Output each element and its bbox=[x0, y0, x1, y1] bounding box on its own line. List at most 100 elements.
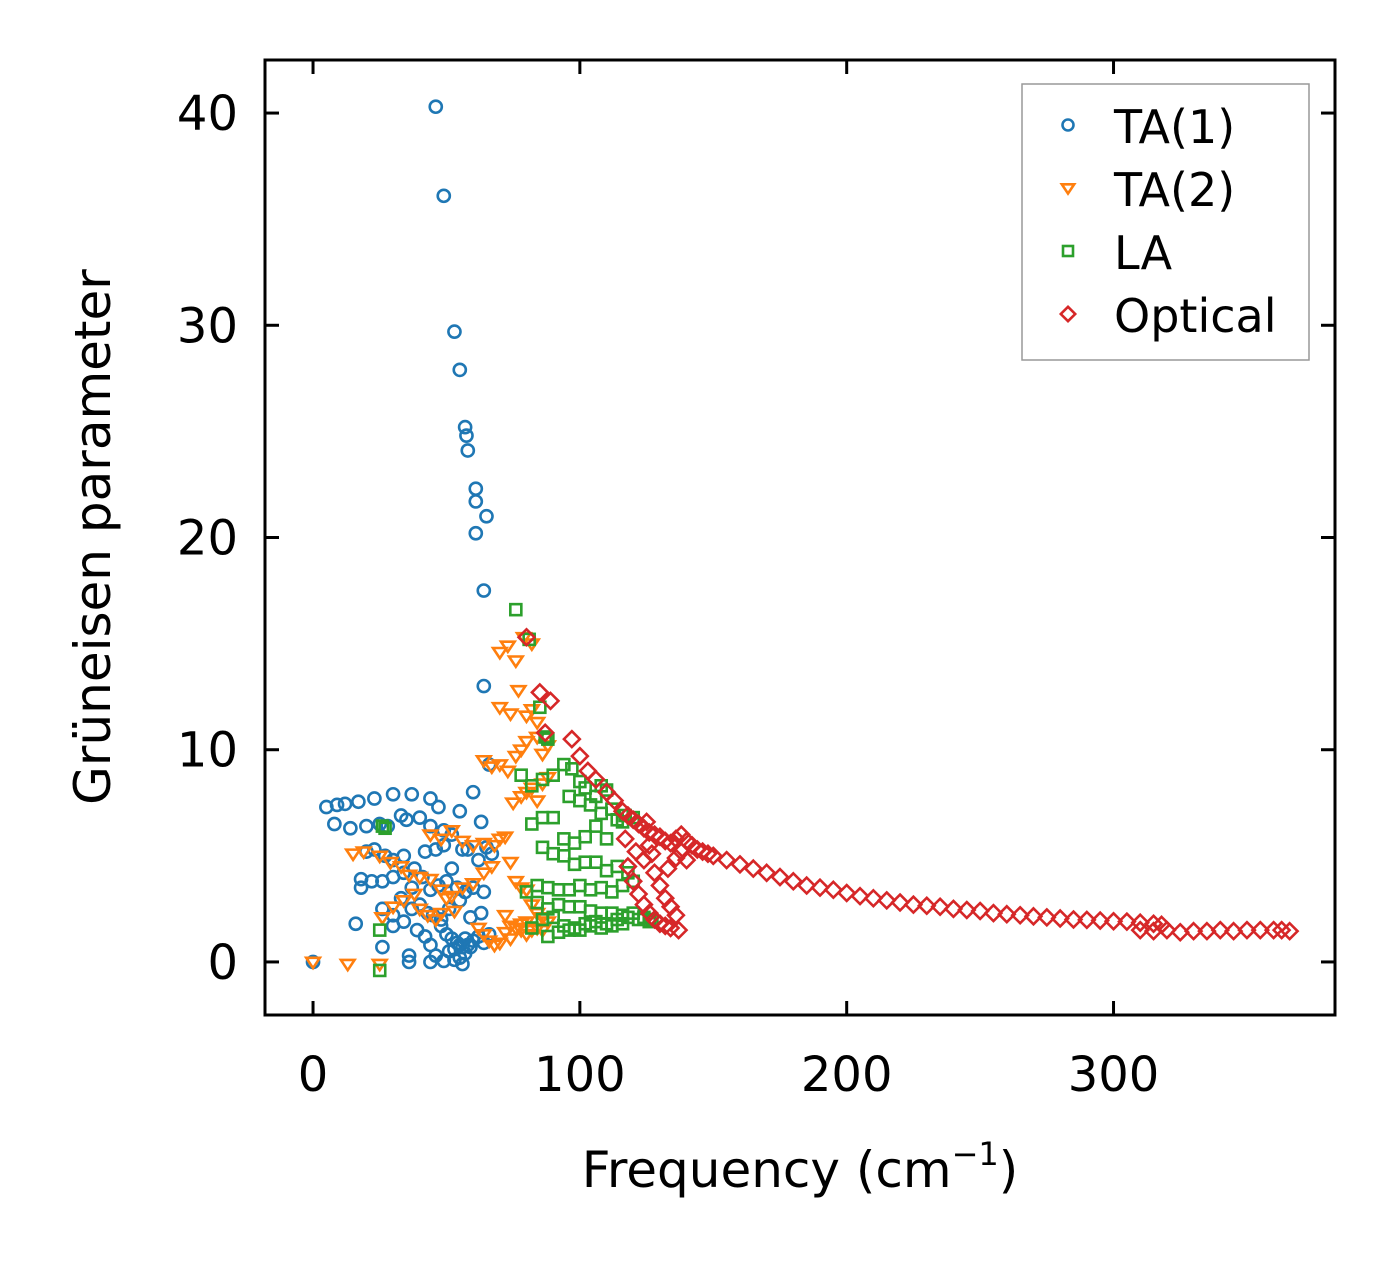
point-ta1 bbox=[457, 419, 473, 435]
point-ta1 bbox=[468, 525, 484, 541]
point-optical bbox=[570, 746, 590, 766]
point-optical bbox=[876, 890, 897, 911]
point-optical bbox=[703, 846, 724, 866]
legend-label: Optical bbox=[1114, 289, 1276, 343]
point-optical bbox=[1103, 911, 1124, 931]
point-ta2 bbox=[463, 878, 483, 892]
point-ta2 bbox=[495, 831, 515, 846]
point-optical bbox=[623, 871, 643, 892]
point-la bbox=[525, 921, 539, 935]
legend-marker-optical bbox=[1058, 304, 1078, 324]
point-ta1 bbox=[337, 796, 353, 812]
point-optical bbox=[639, 835, 659, 855]
point-optical bbox=[634, 894, 654, 915]
point-ta2 bbox=[498, 765, 518, 780]
point-ta2 bbox=[517, 735, 536, 750]
point-optical bbox=[850, 886, 870, 906]
point-optical bbox=[1077, 910, 1097, 930]
point-ta1 bbox=[329, 797, 345, 813]
point-la bbox=[589, 819, 603, 833]
point-optical bbox=[666, 848, 686, 868]
point-la bbox=[583, 798, 598, 812]
point-ta1 bbox=[471, 852, 486, 868]
point-ta2 bbox=[533, 748, 552, 763]
point-ta2 bbox=[445, 905, 464, 920]
point-optical bbox=[615, 829, 635, 849]
point-ta2 bbox=[338, 958, 357, 973]
point-optical bbox=[1037, 907, 1057, 928]
point-optical bbox=[810, 877, 830, 898]
point-ta2 bbox=[426, 914, 446, 928]
point-la bbox=[562, 789, 576, 804]
point-optical bbox=[930, 897, 950, 917]
point-ta1 bbox=[465, 784, 481, 800]
point-ta2 bbox=[511, 744, 531, 759]
legend-marker-ta2 bbox=[1059, 182, 1077, 196]
point-optical bbox=[863, 888, 884, 909]
point-optical bbox=[660, 897, 681, 917]
point-ta2 bbox=[498, 640, 518, 655]
point-optical bbox=[642, 843, 662, 864]
point-optical bbox=[676, 850, 697, 870]
point-ta2 bbox=[501, 856, 520, 871]
point-ta1 bbox=[423, 818, 438, 834]
point-optical bbox=[716, 850, 737, 870]
point-optical bbox=[796, 875, 817, 896]
point-ta2 bbox=[303, 956, 323, 971]
point-ta2 bbox=[354, 846, 373, 861]
point-la bbox=[378, 821, 392, 836]
point-ta1 bbox=[473, 814, 489, 830]
point-ta1 bbox=[476, 583, 492, 598]
point-ta2 bbox=[490, 646, 510, 661]
point-la bbox=[557, 849, 571, 863]
point-ta2 bbox=[474, 837, 494, 852]
point-ta1 bbox=[452, 803, 468, 819]
point-optical bbox=[903, 894, 924, 915]
point-ta1 bbox=[455, 842, 470, 857]
point-optical bbox=[562, 729, 582, 749]
point-la bbox=[578, 781, 592, 795]
point-ta1 bbox=[399, 812, 414, 828]
point-optical bbox=[1237, 920, 1257, 940]
x-tick-label: 0 bbox=[298, 1047, 329, 1103]
point-ta1 bbox=[447, 324, 462, 339]
point-la bbox=[615, 916, 630, 931]
point-ta1 bbox=[404, 901, 420, 917]
point-optical bbox=[770, 867, 790, 887]
point-optical bbox=[1010, 905, 1030, 926]
point-la bbox=[546, 910, 560, 925]
point-ta2 bbox=[391, 861, 411, 875]
point-optical bbox=[943, 899, 964, 919]
point-optical bbox=[983, 903, 1004, 923]
point-ta1 bbox=[447, 952, 462, 968]
point-ta1 bbox=[428, 99, 444, 115]
y-tick-label: 10 bbox=[177, 723, 238, 779]
point-optical bbox=[756, 863, 777, 883]
point-optical bbox=[823, 880, 844, 900]
point-optical bbox=[1183, 921, 1204, 941]
point-la bbox=[372, 923, 387, 937]
point-ta1 bbox=[396, 914, 412, 929]
point-ta2 bbox=[501, 933, 520, 948]
point-ta2 bbox=[431, 907, 451, 922]
point-ta1 bbox=[423, 954, 438, 970]
point-optical bbox=[666, 829, 686, 849]
point-optical bbox=[1157, 920, 1177, 940]
point-ta1 bbox=[476, 884, 492, 900]
y-tick-label: 30 bbox=[177, 298, 238, 354]
point-optical bbox=[530, 682, 550, 703]
point-ta2 bbox=[394, 895, 414, 909]
point-ta1 bbox=[364, 873, 380, 889]
point-ta2 bbox=[495, 909, 515, 924]
point-ta2 bbox=[501, 708, 520, 723]
point-optical bbox=[604, 790, 625, 811]
x-axis-title: Frequency (cm−1) bbox=[582, 1135, 1019, 1199]
point-optical bbox=[655, 831, 676, 851]
point-optical bbox=[1130, 920, 1150, 940]
point-ta2 bbox=[463, 839, 483, 854]
data-marks bbox=[303, 99, 1300, 978]
point-ta2 bbox=[509, 684, 528, 699]
point-ta2 bbox=[511, 882, 531, 897]
point-ta2 bbox=[442, 890, 462, 905]
